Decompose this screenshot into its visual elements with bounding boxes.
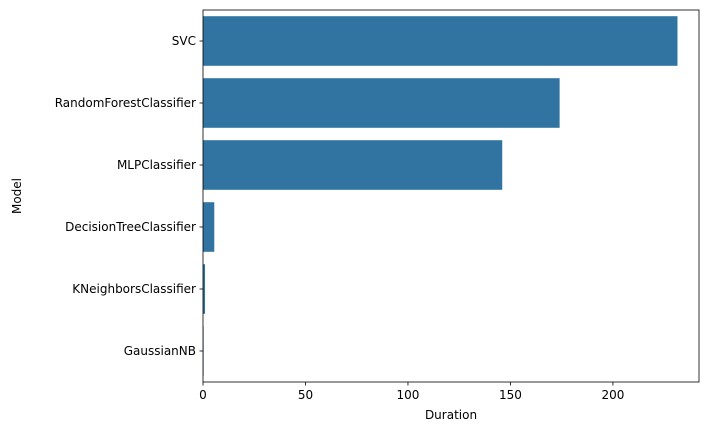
- bar-mlpclassifier: [203, 140, 503, 190]
- bar-randomforestclassifier: [203, 78, 560, 128]
- bar-svc: [203, 16, 678, 66]
- y-tick-label: GaussianNB: [124, 344, 196, 358]
- y-axis-label: Model: [10, 178, 24, 214]
- bar-kneighborsclassifier: [203, 264, 206, 314]
- y-tick-label: DecisionTreeClassifier: [65, 220, 196, 234]
- y-tick-label: KNeighborsClassifier: [72, 282, 196, 296]
- x-tick-label: 150: [499, 388, 522, 402]
- bar-decisiontreeclassifier: [203, 202, 215, 252]
- y-tick-label: MLPClassifier: [117, 158, 196, 172]
- y-axis-ticks: SVC RandomForestClassifier MLPClassifier De…: [55, 34, 203, 358]
- y-tick-label: SVC: [172, 34, 196, 48]
- x-tick-label: 0: [199, 388, 207, 402]
- x-axis-label: Duration: [425, 408, 477, 422]
- y-tick-label: RandomForestClassifier: [55, 96, 196, 110]
- bars: [203, 16, 678, 376]
- x-tick-label: 100: [397, 388, 420, 402]
- plot-frame: [202, 9, 700, 383]
- x-tick-label: 50: [298, 388, 313, 402]
- x-axis-ticks: 0 50 100 150 200: [199, 382, 624, 402]
- x-tick-label: 200: [601, 388, 624, 402]
